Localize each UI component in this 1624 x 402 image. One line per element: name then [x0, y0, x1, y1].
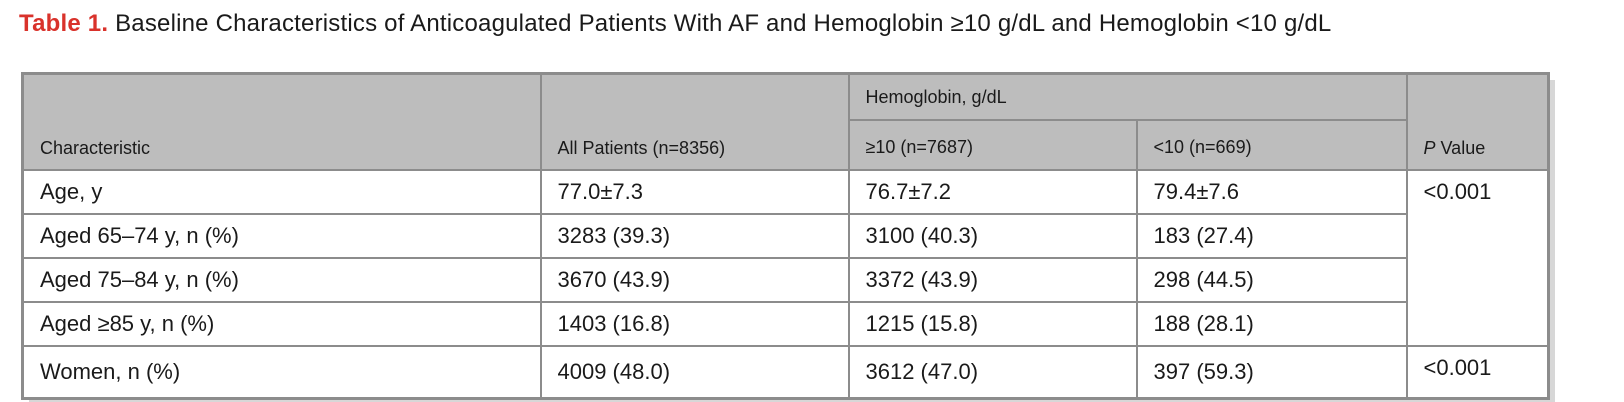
- cell-hb-ge10: 3372 (43.9): [847, 257, 1138, 303]
- header-hb-ge10: ≥10 (n=7687): [847, 119, 1138, 171]
- cell-p-value: <0.001: [1405, 345, 1550, 400]
- cell-hb-lt10: 397 (59.3): [1135, 345, 1408, 400]
- cell-p-value: <0.001: [1405, 169, 1550, 347]
- header-hb-lt10: <10 (n=669): [1135, 119, 1408, 171]
- table-row: Aged ≥85 y, n (%) 1403 (16.8) 1215 (15.8…: [21, 301, 1549, 347]
- cell-hb-lt10: 79.4±7.6: [1135, 169, 1408, 215]
- cell-characteristic: Aged ≥85 y, n (%): [21, 301, 542, 347]
- header-p-italic: P: [1423, 138, 1436, 158]
- cell-hb-lt10: 298 (44.5): [1135, 257, 1408, 303]
- header-all-patients: All Patients (n=8356): [539, 72, 850, 171]
- table-container: Characteristic All Patients (n=8356) Hem…: [21, 72, 1550, 400]
- baseline-characteristics-table: Characteristic All Patients (n=8356) Hem…: [21, 72, 1550, 400]
- cell-all-patients: 4009 (48.0): [539, 345, 850, 400]
- cell-all-patients: 1403 (16.8): [539, 301, 850, 347]
- header-p-value: P Value: [1405, 72, 1550, 171]
- cell-characteristic: Aged 75–84 y, n (%): [21, 257, 542, 303]
- cell-hb-lt10: 183 (27.4): [1135, 213, 1408, 259]
- cell-hb-lt10: 188 (28.1): [1135, 301, 1408, 347]
- header-p-rest: Value: [1435, 138, 1486, 158]
- table-row: Aged 65–74 y, n (%) 3283 (39.3) 3100 (40…: [21, 213, 1549, 259]
- table-row: Aged 75–84 y, n (%) 3670 (43.9) 3372 (43…: [21, 257, 1549, 303]
- cell-characteristic: Age, y: [21, 169, 542, 215]
- cell-hb-ge10: 1215 (15.8): [847, 301, 1138, 347]
- table-row: Women, n (%) 4009 (48.0) 3612 (47.0) 397…: [21, 345, 1550, 400]
- header-characteristic: Characteristic: [21, 72, 542, 171]
- cell-hb-ge10: 3100 (40.3): [847, 213, 1138, 259]
- cell-characteristic: Women, n (%): [21, 345, 542, 400]
- cell-all-patients: 3283 (39.3): [539, 213, 850, 259]
- table-label: Table 1.: [19, 10, 109, 37]
- cell-hb-ge10: 3612 (47.0): [847, 345, 1138, 400]
- header-hemoglobin-group: Hemoglobin, g/dL: [847, 72, 1408, 121]
- table-row: Age, y 77.0±7.3 76.7±7.2 79.4±7.6 <0.001: [21, 169, 1550, 347]
- table-caption: Table 1. Baseline Characteristics of Ant…: [19, 10, 1331, 38]
- cell-all-patients: 3670 (43.9): [539, 257, 850, 303]
- cell-characteristic: Aged 65–74 y, n (%): [21, 213, 542, 259]
- cell-all-patients: 77.0±7.3: [539, 169, 850, 215]
- table-title: Baseline Characteristics of Anticoagulat…: [115, 10, 1332, 37]
- cell-hb-ge10: 76.7±7.2: [847, 169, 1138, 215]
